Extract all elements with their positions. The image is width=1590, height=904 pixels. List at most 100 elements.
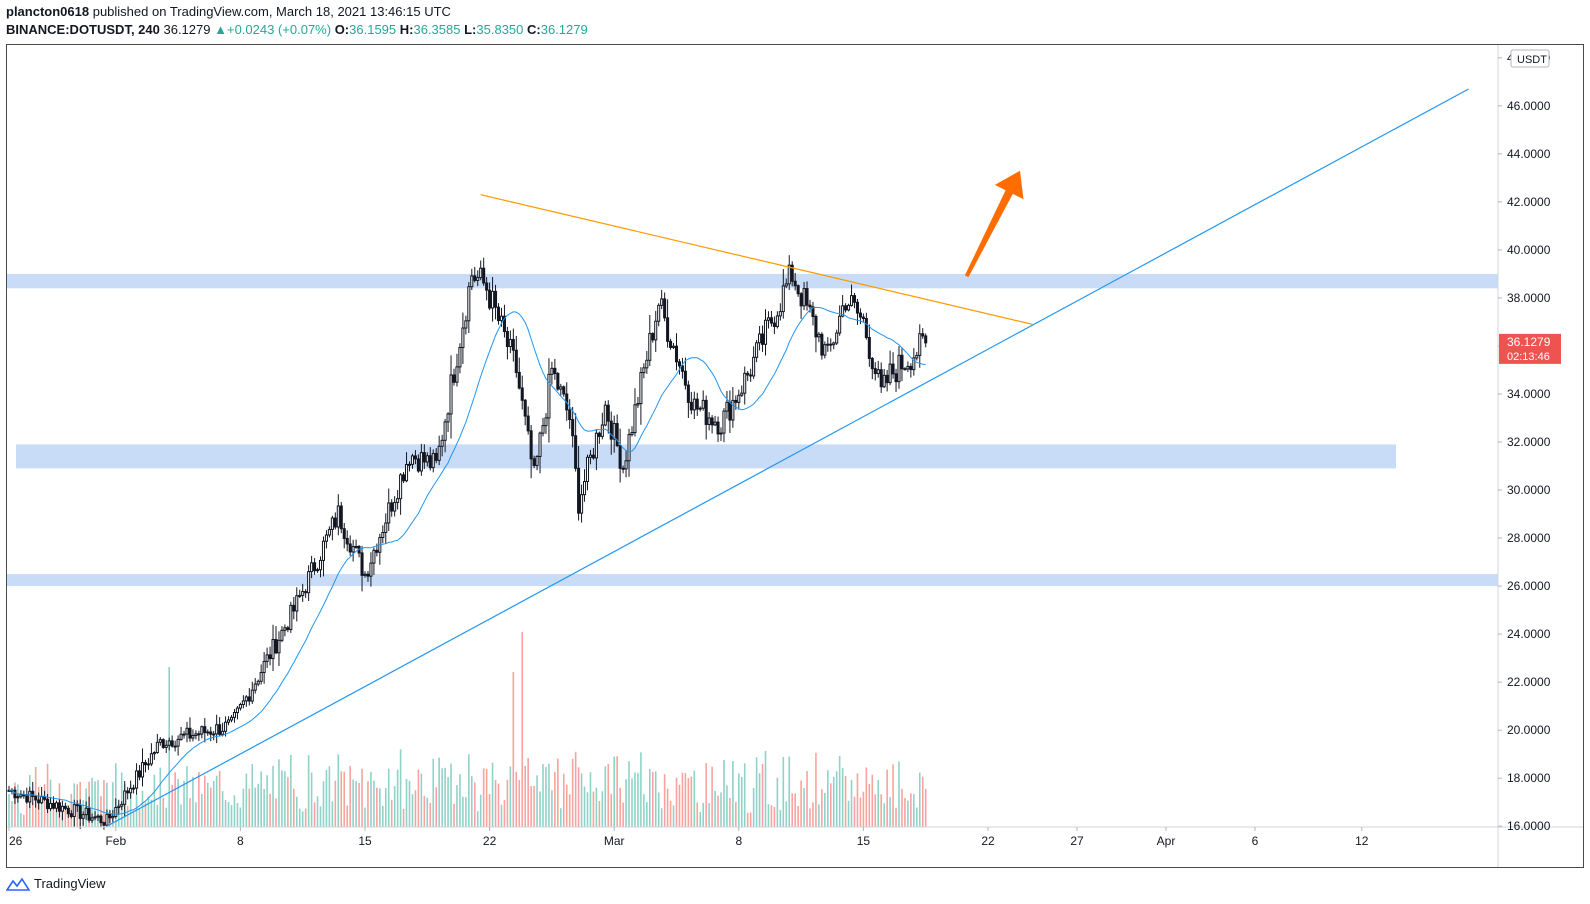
- volume-bar: [233, 795, 236, 827]
- volume-bar: [571, 758, 574, 827]
- volume-bar: [729, 798, 731, 827]
- candle-bull: [185, 727, 189, 735]
- candle-bear: [891, 363, 895, 375]
- volume-bar: [743, 763, 746, 827]
- candle-bull: [755, 342, 759, 358]
- volume-bar: [714, 790, 716, 827]
- volume-bar: [732, 761, 734, 827]
- volume-bar: [539, 791, 541, 827]
- volume-bar: [844, 776, 847, 827]
- candle-bear: [556, 373, 560, 390]
- candle-bear: [87, 807, 91, 821]
- candle-bull: [206, 731, 210, 734]
- volume-bar: [607, 763, 610, 827]
- volume-bar: [201, 794, 203, 827]
- price-chart[interactable]: 16.0000 18.0000 20.0000 22.0000 24.0000 26.00…: [7, 45, 1583, 867]
- candle-bear: [894, 373, 898, 383]
- volume-bar: [690, 776, 693, 827]
- candle-bull: [550, 367, 554, 375]
- candle-bear: [31, 790, 35, 797]
- volume-bar: [735, 802, 737, 827]
- symbol-label: BINANCE:DOTUSDT, 240: [6, 22, 160, 37]
- candle-bull: [437, 445, 441, 461]
- candle-bull: [707, 417, 711, 425]
- candle-bull: [461, 327, 465, 349]
- candle-bull: [182, 733, 186, 736]
- candle-bull: [194, 733, 198, 736]
- candle-bull: [660, 298, 664, 306]
- volume-bar: [640, 752, 642, 827]
- candle-bull: [129, 787, 133, 794]
- candle-bull: [152, 752, 156, 755]
- candle-bear: [663, 298, 667, 319]
- volume-bar: [663, 774, 666, 827]
- candle-bull: [327, 528, 331, 536]
- publisher-name[interactable]: plancton0618: [6, 4, 90, 19]
- candle-bull: [479, 267, 483, 279]
- candle-bear: [879, 369, 883, 388]
- candle-bear: [360, 552, 364, 576]
- candle-bull: [630, 432, 634, 436]
- candle-bear: [909, 365, 913, 371]
- volume-bar: [198, 772, 200, 827]
- candle-bear: [63, 805, 67, 809]
- volume-bar: [916, 807, 918, 827]
- volume-bar: [254, 787, 257, 827]
- candle-bear: [805, 288, 809, 306]
- volume-bar: [387, 768, 390, 827]
- volume-bar: [809, 808, 811, 827]
- volume-bar: [824, 792, 826, 827]
- candle-bull: [654, 320, 658, 341]
- x-tick-label: 27: [1070, 834, 1084, 848]
- volume-bar: [788, 756, 791, 827]
- candle-bull: [713, 421, 717, 426]
- candle-bull: [642, 367, 646, 374]
- volume-bar: [924, 788, 927, 827]
- volume-bar: [601, 791, 604, 827]
- trendlines-layer: [106, 88, 1469, 827]
- close-label: C:: [527, 22, 541, 37]
- low-value: 35.8350: [476, 22, 524, 37]
- volume-bar: [654, 771, 657, 827]
- volume-bar: [711, 766, 713, 827]
- candle-bull: [698, 407, 702, 410]
- candle-bear: [568, 409, 572, 421]
- volume-bar: [515, 771, 518, 827]
- candle-bear: [615, 423, 619, 447]
- candle-bull: [158, 739, 162, 743]
- volume-bar: [622, 802, 624, 827]
- candle-bear: [885, 374, 889, 384]
- volume-bar: [275, 798, 277, 827]
- x-tick-label: 15: [857, 834, 871, 848]
- publish-line: plancton0618 published on TradingView.co…: [6, 4, 451, 19]
- candle-bear: [138, 770, 142, 778]
- candle-bear: [686, 384, 690, 403]
- volume-bar: [26, 804, 28, 827]
- candle-bull: [603, 404, 607, 426]
- candle-bear: [416, 458, 420, 472]
- volume-bar: [806, 771, 808, 827]
- volume-bar: [850, 779, 853, 827]
- footer-brand[interactable]: TradingView: [34, 876, 106, 891]
- volume-bar: [396, 769, 399, 827]
- volume-bar: [818, 804, 820, 827]
- volume-bar: [595, 787, 598, 827]
- candle-bear: [173, 745, 177, 748]
- volume-bar: [497, 783, 500, 827]
- volume-bar: [212, 781, 215, 827]
- volume-bar: [684, 773, 687, 827]
- volume-bar: [257, 783, 259, 827]
- volume-bar: [91, 777, 93, 827]
- candle-bear: [695, 398, 699, 410]
- volume-bar: [548, 763, 550, 827]
- candle-bear: [829, 343, 833, 346]
- y-tick-label: 28.0000: [1507, 531, 1551, 545]
- volume-bar: [129, 784, 132, 827]
- axes-layer: 16.0000 18.0000 20.0000 22.0000 24.0000 26.00…: [7, 45, 1583, 867]
- candle-bull: [719, 432, 723, 435]
- volume-bar: [147, 796, 150, 827]
- volume-bar: [554, 772, 556, 827]
- candle-bear: [345, 537, 349, 545]
- volume-bar: [453, 803, 455, 827]
- candle-bull: [399, 474, 403, 500]
